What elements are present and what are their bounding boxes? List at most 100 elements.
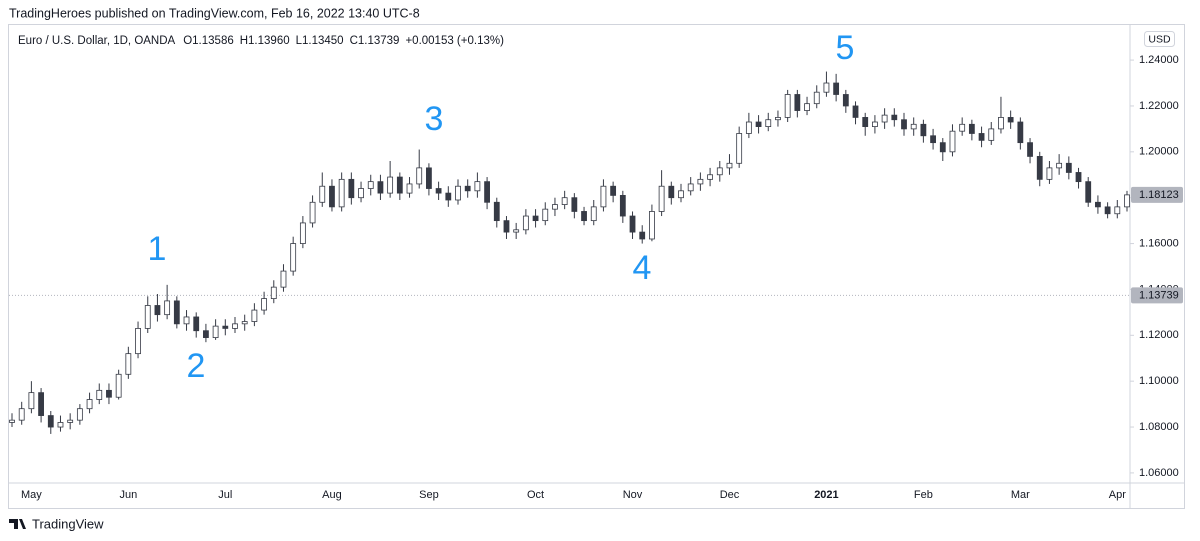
candle-body <box>687 183 694 192</box>
candle-body <box>745 121 752 134</box>
candle-body <box>949 130 956 153</box>
candle-body <box>610 185 617 196</box>
candle-body <box>367 181 374 189</box>
candle-body <box>1095 201 1101 208</box>
y-tick-label: 1.10000 <box>1139 375 1179 387</box>
candle-body <box>1065 162 1072 173</box>
candle-body <box>1027 142 1033 157</box>
candle-body <box>804 103 810 111</box>
candle-body <box>901 119 907 130</box>
candle-body <box>1124 194 1130 208</box>
ohlc-legend-value: C1.13739 <box>350 35 400 47</box>
candle-body <box>241 321 248 325</box>
candle-body <box>852 105 859 118</box>
candle-body <box>319 185 326 203</box>
candle-body <box>872 121 878 127</box>
wave-annotation: 3 <box>425 100 444 138</box>
candle-body <box>891 114 898 121</box>
candle-body <box>38 392 44 416</box>
wave-annotation: 2 <box>187 347 206 385</box>
candle-body <box>736 133 743 164</box>
candle-body <box>1036 156 1043 180</box>
candle-body <box>833 82 840 95</box>
candle-body <box>639 231 646 240</box>
candle-body <box>435 188 442 194</box>
candle-body <box>193 316 200 332</box>
y-tick-label: 1.24000 <box>1139 54 1179 66</box>
brand: TradingView <box>32 516 104 531</box>
candle-body <box>1017 121 1024 144</box>
ohlc-legend-value: +0.00153 (+0.13%) <box>405 35 504 47</box>
y-tick-label: 1.16000 <box>1139 237 1179 249</box>
candle-body <box>86 399 93 410</box>
currency-button[interactable] <box>1144 31 1175 47</box>
candle-body <box>707 174 713 180</box>
currency-label[interactable]: USD <box>1148 33 1171 45</box>
x-tick-label: Aug <box>322 489 342 501</box>
candle-body <box>76 408 83 421</box>
y-tick-label: 1.20000 <box>1139 146 1179 158</box>
candle-body <box>629 215 636 233</box>
candle-body <box>920 123 927 137</box>
candle-body <box>939 142 946 153</box>
candle-body <box>338 178 345 208</box>
candle-body <box>18 408 25 421</box>
candle-body <box>823 82 830 93</box>
candle-body <box>203 330 209 338</box>
candle-body <box>270 286 277 300</box>
last-close-label: 1.18123 <box>1139 189 1179 201</box>
candle-body <box>232 323 238 329</box>
candle-body <box>445 192 452 201</box>
wave-annotation: 4 <box>633 249 652 287</box>
candle-body <box>532 215 539 222</box>
candle-body <box>154 305 161 316</box>
candle-body <box>455 185 461 201</box>
y-tick-label: 1.22000 <box>1139 100 1179 112</box>
candle-body <box>794 94 801 111</box>
candle-body <box>377 181 384 194</box>
candle-body <box>600 185 607 208</box>
candle-body <box>1075 172 1082 183</box>
candle-body <box>493 201 500 222</box>
candle-body <box>590 206 597 222</box>
candle-body <box>47 415 54 428</box>
candle-body <box>299 222 306 244</box>
candle-body <box>57 422 64 428</box>
symbol-title: Euro / U.S. Dollar, 1D, OANDA <box>18 35 176 47</box>
candle-body <box>474 181 481 192</box>
candle-body <box>775 117 781 121</box>
candle-body <box>842 94 849 107</box>
candle-body <box>387 176 394 194</box>
candle-body <box>513 229 520 233</box>
x-tick-label: Jul <box>218 489 232 501</box>
candle-body <box>125 353 132 375</box>
candle-body <box>329 185 335 208</box>
candle-body <box>135 328 141 355</box>
candle-body <box>484 181 490 203</box>
x-tick-label: Oct <box>527 489 544 501</box>
candle-body <box>968 123 975 134</box>
y-tick-label: 1.12000 <box>1139 329 1179 341</box>
candle-body <box>522 215 529 231</box>
candle-body <box>212 325 219 338</box>
ohlc-legend-value: H1.13960 <box>240 35 290 47</box>
candle-body <box>678 190 684 199</box>
ohlc-legend-value: O1.13586 <box>183 35 234 47</box>
candle-body <box>552 204 558 210</box>
candle-body <box>358 188 364 199</box>
candle-body <box>96 389 103 400</box>
last-close-label-box <box>1131 186 1183 203</box>
candle-body <box>862 117 869 127</box>
candle-body <box>406 183 413 194</box>
candle-body <box>998 117 1004 130</box>
candle-body <box>164 300 171 316</box>
candle-body <box>67 419 74 423</box>
candle-body <box>28 392 35 410</box>
candle-body <box>1104 206 1111 215</box>
candle-body <box>416 167 423 185</box>
x-tick-label: Sep <box>419 489 439 501</box>
x-tick-label: 2021 <box>814 489 838 501</box>
x-tick-label: Feb <box>914 489 933 501</box>
